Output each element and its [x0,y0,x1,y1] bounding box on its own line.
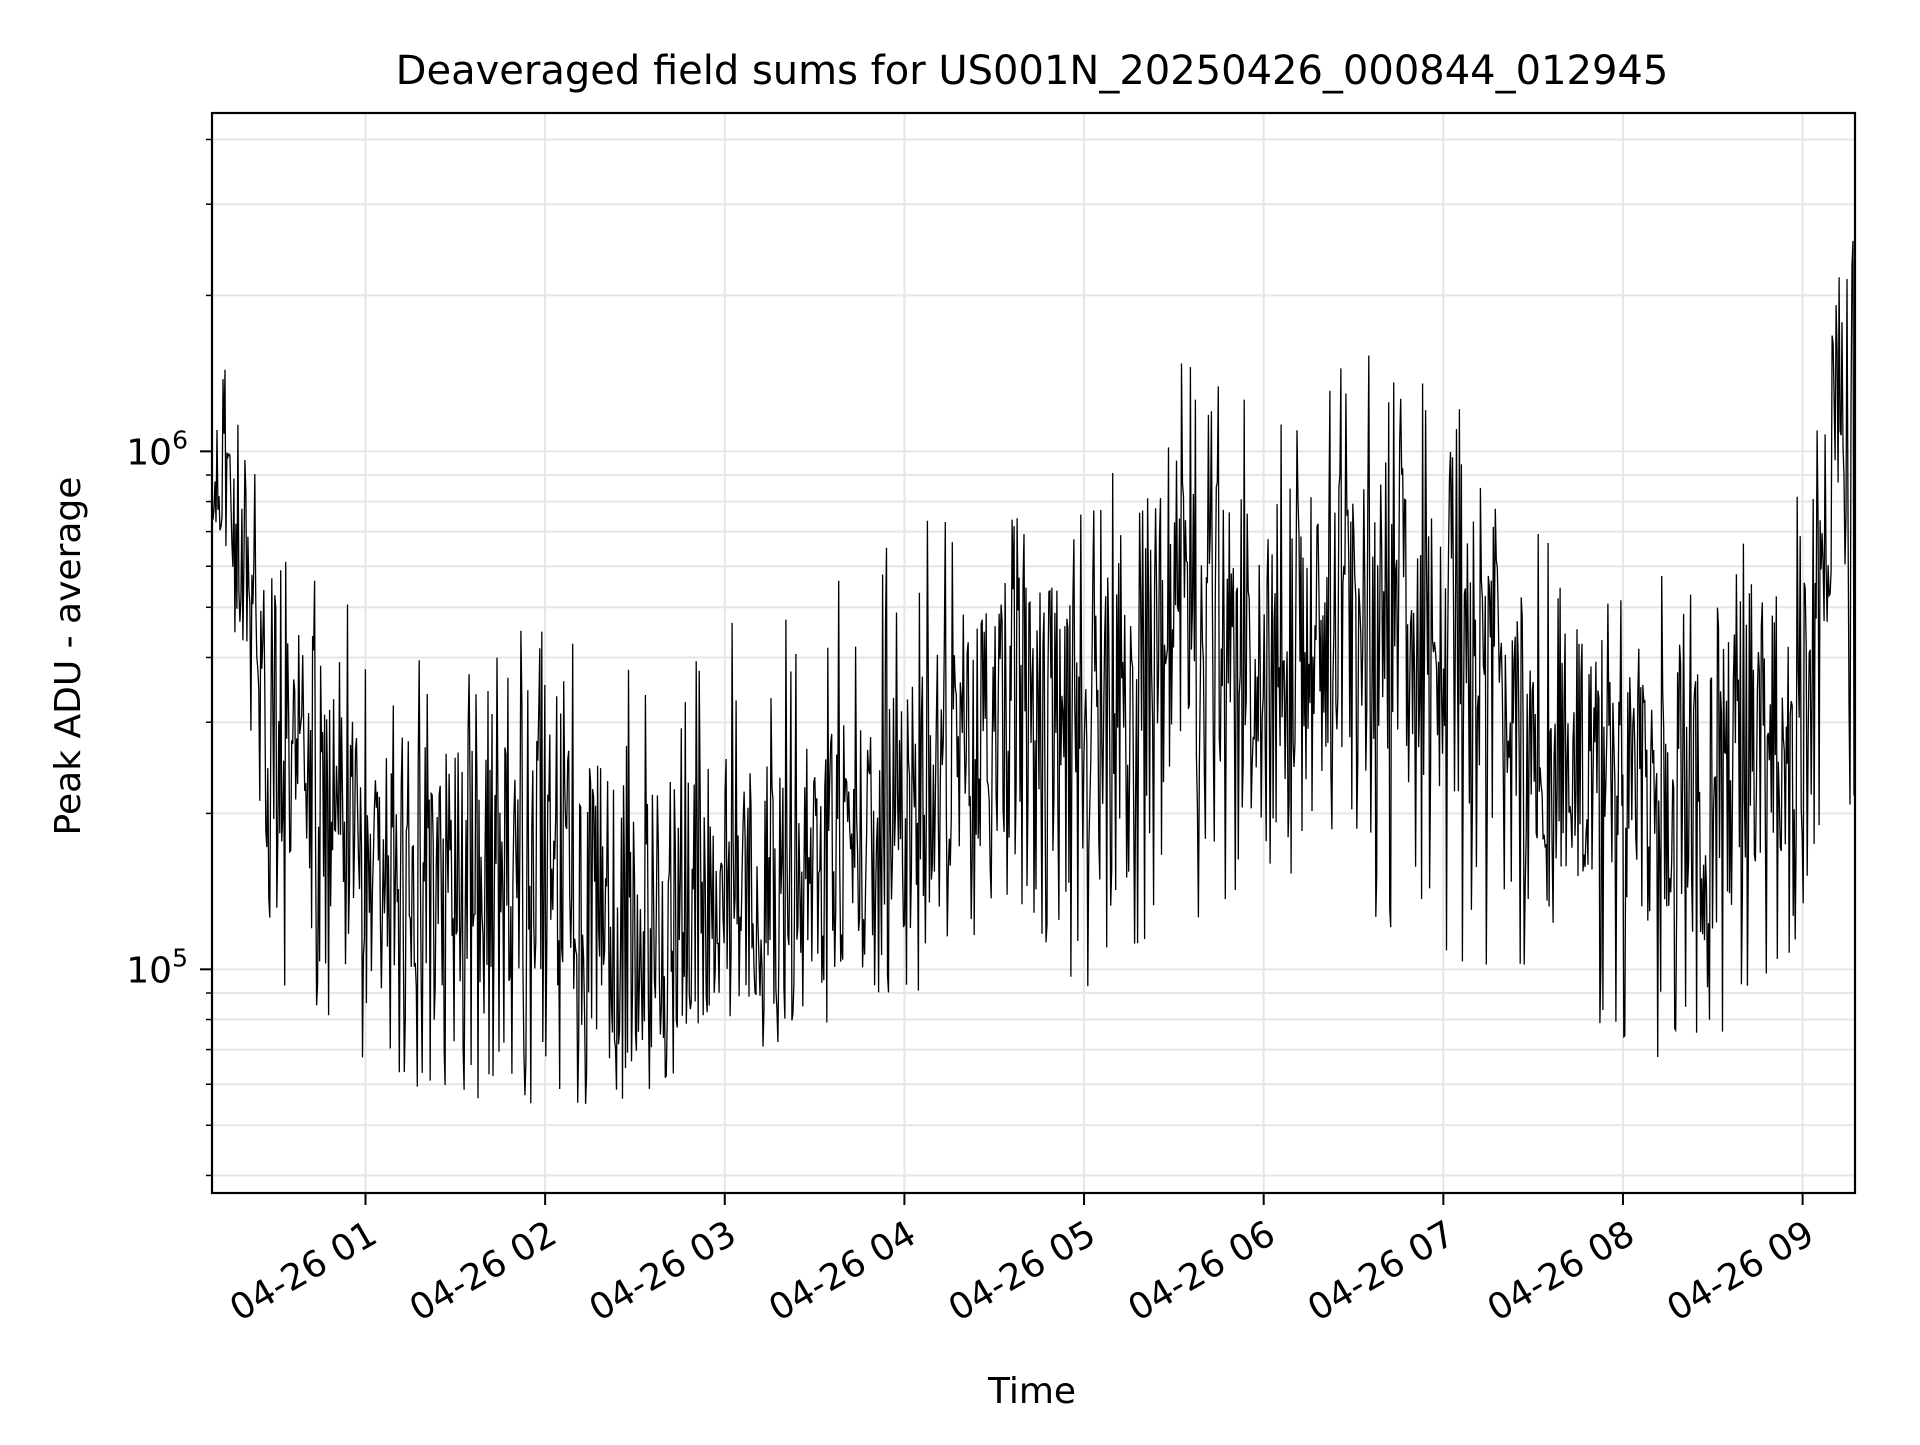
plot-frame [210,111,1857,1195]
series-line [212,240,1855,1104]
data-layer [212,240,1855,1104]
y-tick-label: 106 [126,425,188,473]
x-axis-label: Time [987,1371,1076,1412]
chart-title: Deaveraged field sums for US001N_2025042… [396,48,1669,94]
y-axis-label: Peak ADU - average [48,477,89,836]
y-tick-label: 105 [126,943,188,991]
